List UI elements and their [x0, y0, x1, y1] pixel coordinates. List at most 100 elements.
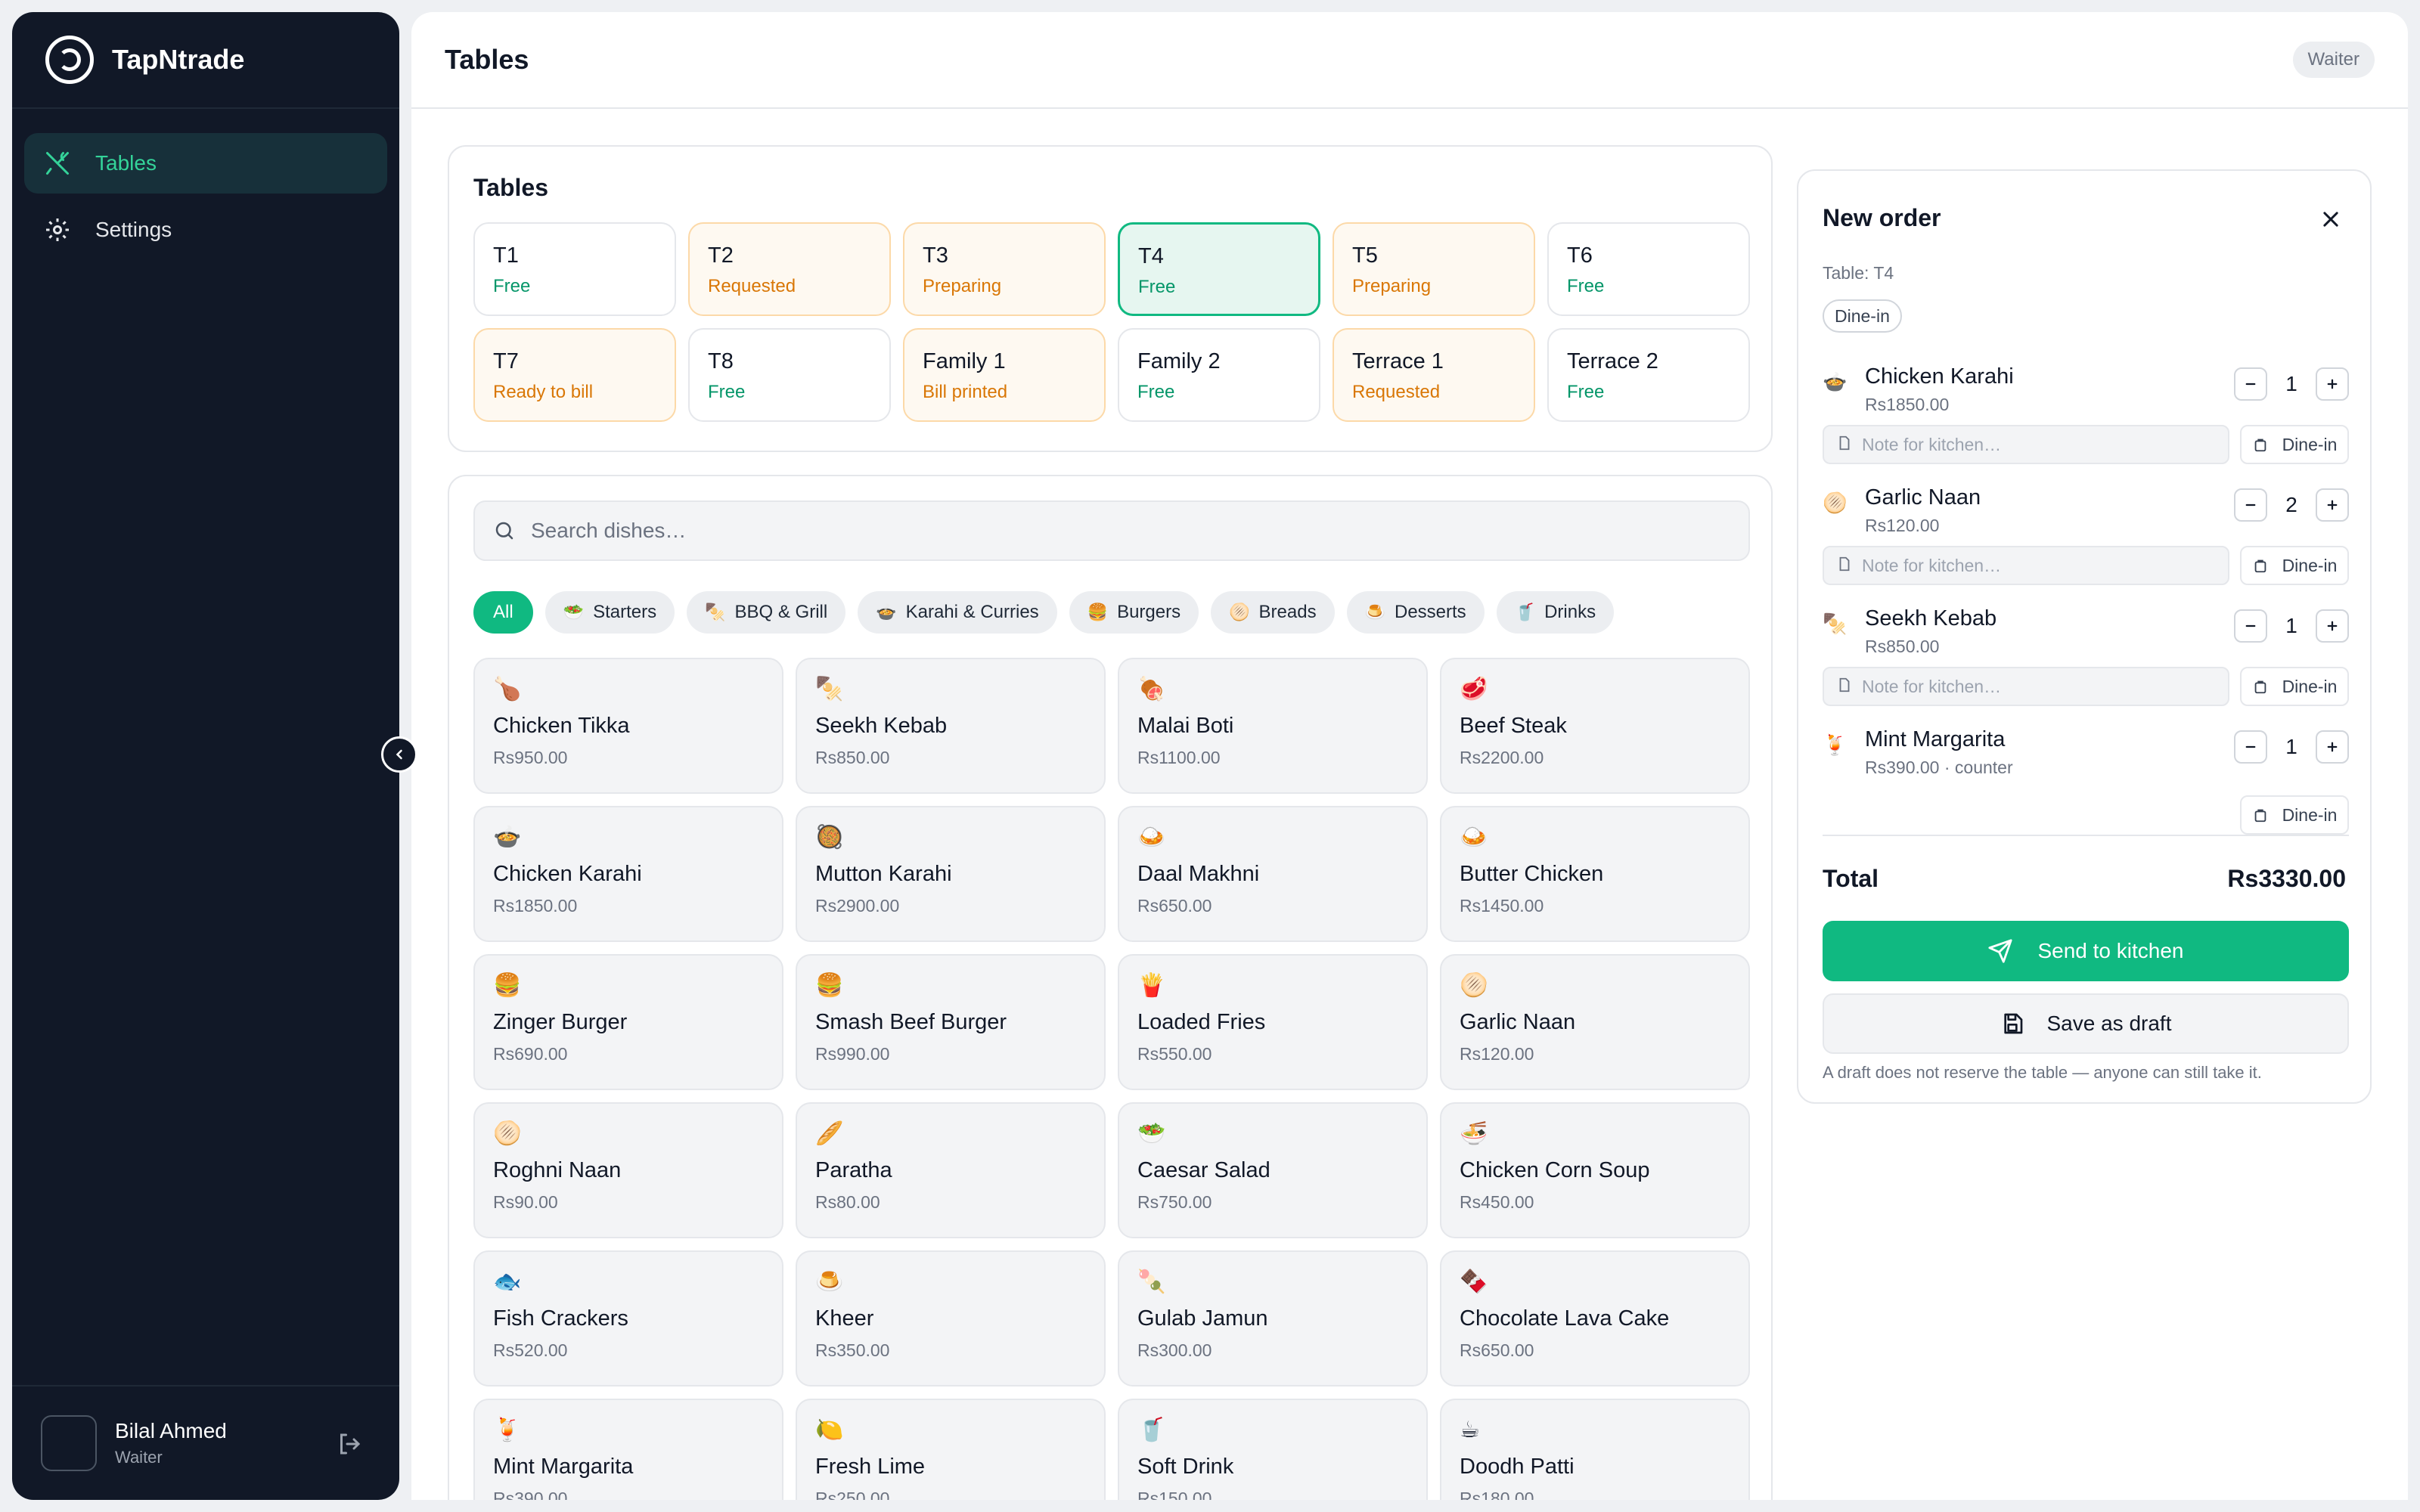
dish-card[interactable]: 🍡 Gulab Jamun Rs300.00: [1118, 1250, 1428, 1387]
send-to-kitchen-button[interactable]: Send to kitchen: [1823, 921, 2349, 981]
dish-card[interactable]: 🫓 Garlic Naan Rs120.00: [1440, 954, 1750, 1090]
sidebar-item-tables[interactable]: Tables: [24, 133, 387, 194]
save-icon: [2003, 1013, 2022, 1034]
item-mode-button[interactable]: Dine-in: [2240, 667, 2349, 706]
close-icon[interactable]: [2316, 204, 2346, 234]
dish-card[interactable]: 🍖 Malai Boti Rs1100.00: [1118, 658, 1428, 794]
increase-button[interactable]: [2316, 488, 2349, 522]
kitchen-note-input[interactable]: [1862, 555, 2210, 576]
category-chip[interactable]: 🍲 Karahi & Curries: [858, 591, 1057, 634]
category-chip[interactable]: 🍔 Burgers: [1069, 591, 1199, 634]
category-chip[interactable]: 🥤 Drinks: [1496, 591, 1615, 634]
table-tile[interactable]: Family 2 Free: [1118, 328, 1320, 422]
dish-card[interactable]: 🥘 Mutton Karahi Rs2900.00: [796, 806, 1106, 942]
dish-card[interactable]: 🍟 Loaded Fries Rs550.00: [1118, 954, 1428, 1090]
item-options-row: Dine-in: [1823, 795, 2349, 835]
order-title: New order: [1823, 204, 1941, 231]
quantity-value: 1: [2285, 372, 2297, 395]
table-tile[interactable]: T8 Free: [688, 328, 891, 422]
dish-card[interactable]: 🐟 Fish Crackers Rs520.00: [473, 1250, 783, 1387]
increase-button[interactable]: [2316, 609, 2349, 643]
table-tile[interactable]: T5 Preparing: [1333, 222, 1535, 316]
topbar: Tables Waiter: [411, 12, 2408, 109]
dish-price: Rs250.00: [815, 1489, 890, 1500]
dish-card[interactable]: 🍛 Daal Makhni Rs650.00: [1118, 806, 1428, 942]
category-emoji-icon: 🍮: [1364, 603, 1385, 621]
item-mode-button[interactable]: Dine-in: [2240, 546, 2349, 585]
category-chip[interactable]: 🫓 Breads: [1211, 591, 1335, 634]
dish-card[interactable]: 🍫 Chocolate Lava Cake Rs650.00: [1440, 1250, 1750, 1387]
dish-emoji-icon: ☕: [1460, 1418, 1480, 1442]
dish-card[interactable]: 🍮 Kheer Rs350.00: [796, 1250, 1106, 1387]
collapse-sidebar-button[interactable]: [381, 736, 417, 773]
kitchen-note-field[interactable]: [1823, 667, 2229, 706]
logout-icon[interactable]: [336, 1430, 363, 1458]
table-status: Requested: [708, 276, 796, 296]
send-label: Send to kitchen: [2037, 939, 2184, 962]
kitchen-note-field[interactable]: [1823, 425, 2229, 464]
item-mode-button[interactable]: Dine-in: [2240, 795, 2349, 835]
dish-card[interactable]: 🍋 Fresh Lime Rs250.00: [796, 1399, 1106, 1500]
table-status: Preparing: [1352, 276, 1432, 296]
logo-icon: [45, 36, 94, 84]
dish-card[interactable]: 🍲 Chicken Karahi Rs1850.00: [473, 806, 783, 942]
dish-grid: 🍗 Chicken Tikka Rs950.00 🍢 Seekh Kebab Rs850.…: [473, 658, 1750, 1500]
sidebar-item-settings[interactable]: Settings: [24, 200, 387, 260]
dish-card[interactable]: 🫓 Roghni Naan Rs90.00: [473, 1102, 783, 1238]
decrease-button[interactable]: [2234, 730, 2267, 764]
decrease-button[interactable]: [2234, 609, 2267, 643]
table-status: Preparing: [923, 276, 1002, 296]
dish-emoji-icon: 🍲: [493, 825, 522, 850]
dish-card[interactable]: 🥖 Paratha Rs80.00: [796, 1102, 1106, 1238]
kitchen-note-field[interactable]: [1823, 546, 2229, 585]
dish-card[interactable]: 🍹 Mint Margarita Rs390.00: [473, 1399, 783, 1500]
table-tile[interactable]: T7 Ready to bill: [473, 328, 676, 422]
dish-price: Rs750.00: [1137, 1192, 1212, 1212]
table-tile[interactable]: T1 Free: [473, 222, 676, 316]
item-price: Rs120.00: [1865, 516, 1940, 535]
table-tile[interactable]: Terrace 2 Free: [1547, 328, 1750, 422]
table-tile[interactable]: Terrace 1 Requested: [1333, 328, 1535, 422]
category-label: Starters: [593, 602, 657, 622]
quantity-stepper: 1: [2234, 609, 2349, 643]
dish-name: Soft Drink: [1137, 1455, 1234, 1479]
dish-card[interactable]: 🍜 Chicken Corn Soup Rs450.00: [1440, 1102, 1750, 1238]
category-chip[interactable]: 🍮 Desserts: [1346, 591, 1485, 634]
category-chip[interactable]: 🥗 Starters: [544, 591, 675, 634]
dish-card[interactable]: 🍗 Chicken Tikka Rs950.00: [473, 658, 783, 794]
kitchen-note-input[interactable]: [1862, 434, 2210, 455]
kitchen-note-input[interactable]: [1862, 676, 2210, 697]
quantity-stepper: 1: [2234, 367, 2349, 401]
dish-card[interactable]: 🥩 Beef Steak Rs2200.00: [1440, 658, 1750, 794]
save-draft-button[interactable]: Save as draft: [1823, 993, 2349, 1054]
search-bar[interactable]: [473, 500, 1750, 561]
category-chip[interactable]: 🍢 BBQ & Grill: [687, 591, 846, 634]
main-area: Tables Waiter Tables T1 Free T2 Requested T3…: [411, 12, 2408, 1500]
bag-icon: [2252, 557, 2276, 574]
dish-card[interactable]: ☕ Doodh Patti Rs180.00: [1440, 1399, 1750, 1500]
decrease-button[interactable]: [2234, 367, 2267, 401]
item-mode-button[interactable]: Dine-in: [2240, 425, 2349, 464]
table-tile[interactable]: T6 Free: [1547, 222, 1750, 316]
dish-card[interactable]: 🥤 Soft Drink Rs150.00: [1118, 1399, 1428, 1500]
table-tile[interactable]: T2 Requested: [688, 222, 891, 316]
dish-card[interactable]: 🥗 Caesar Salad Rs750.00: [1118, 1102, 1428, 1238]
service-mode-pill[interactable]: Dine-in: [1823, 299, 1902, 333]
table-tile[interactable]: T4 Free: [1118, 222, 1320, 316]
decrease-button[interactable]: [2234, 488, 2267, 522]
category-chip[interactable]: All: [473, 591, 533, 634]
search-input[interactable]: [531, 519, 1665, 543]
dish-card[interactable]: 🍔 Zinger Burger Rs690.00: [473, 954, 783, 1090]
increase-button[interactable]: [2316, 367, 2349, 401]
table-tile[interactable]: Family 1 Bill printed: [903, 328, 1106, 422]
dish-card[interactable]: 🍢 Seekh Kebab Rs850.00: [796, 658, 1106, 794]
table-tile[interactable]: T3 Preparing: [903, 222, 1106, 316]
sidebar-item-label: Settings: [95, 218, 172, 241]
draft-note: A draft does not reserve the table — any…: [1823, 1063, 2262, 1082]
dish-card[interactable]: 🍛 Butter Chicken Rs1450.00: [1440, 806, 1750, 942]
dish-name: Fresh Lime: [815, 1455, 926, 1479]
dish-emoji-icon: 🐟: [493, 1269, 522, 1294]
dish-card[interactable]: 🍔 Smash Beef Burger Rs990.00: [796, 954, 1106, 1090]
increase-button[interactable]: [2316, 730, 2349, 764]
chevron-left-icon: [396, 749, 402, 760]
